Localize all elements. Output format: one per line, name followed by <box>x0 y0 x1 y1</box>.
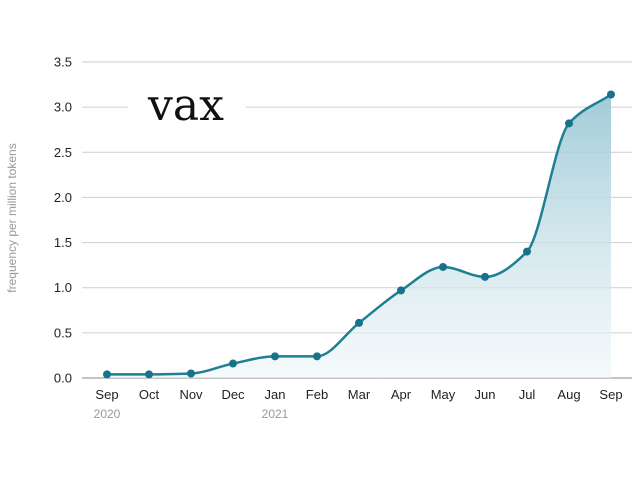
year-labels: 2020 2021 <box>94 407 289 421</box>
data-point <box>313 352 321 361</box>
year-label: 2020 <box>94 407 121 421</box>
data-point <box>565 119 573 128</box>
data-point <box>481 272 489 281</box>
data-point <box>187 369 195 378</box>
data-point <box>271 352 279 361</box>
y-tick-label: 1.0 <box>54 280 72 295</box>
y-tick-label: 0.0 <box>54 371 72 386</box>
x-tick-label: Sep <box>95 387 118 402</box>
data-point <box>439 262 447 271</box>
y-tick-label: 0.5 <box>54 325 72 340</box>
x-tick-label: Dec <box>221 387 245 402</box>
data-point <box>229 359 237 368</box>
x-tick-label: Jul <box>519 387 536 402</box>
y-axis-ticks: 0.0 0.5 1.0 1.5 2.0 2.5 3.0 3.5 <box>54 55 72 386</box>
data-point <box>523 247 531 256</box>
y-tick-label: 3.5 <box>54 55 72 70</box>
data-point <box>355 318 363 327</box>
data-point <box>103 370 111 379</box>
chart-title: vax <box>147 80 224 131</box>
y-tick-label: 1.5 <box>54 235 72 250</box>
x-tick-label: Jun <box>475 387 496 402</box>
title-backdrop <box>128 84 246 128</box>
x-tick-label: Jan <box>265 387 286 402</box>
area-fill <box>107 94 611 378</box>
data-point <box>607 90 615 99</box>
x-tick-label: Apr <box>391 387 412 402</box>
area-fill-path <box>107 94 611 378</box>
x-tick-label: Feb <box>306 387 328 402</box>
x-axis-ticks: Sep Oct Nov Dec Jan Feb Mar Apr May Jun Jul Aug Sep <box>95 387 622 402</box>
year-label: 2021 <box>262 407 289 421</box>
x-tick-label: May <box>431 387 456 402</box>
x-tick-label: Sep <box>599 387 622 402</box>
y-tick-label: 2.0 <box>54 190 72 205</box>
data-points <box>103 90 615 379</box>
y-tick-label: 2.5 <box>54 145 72 160</box>
x-tick-label: Mar <box>348 387 371 402</box>
y-axis-label: frequency per million tokens <box>5 143 19 292</box>
data-point <box>145 370 153 379</box>
data-point <box>397 286 405 295</box>
x-tick-label: Aug <box>557 387 580 402</box>
y-tick-label: 3.0 <box>54 100 72 115</box>
x-tick-label: Nov <box>179 387 203 402</box>
x-tick-label: Oct <box>139 387 160 402</box>
